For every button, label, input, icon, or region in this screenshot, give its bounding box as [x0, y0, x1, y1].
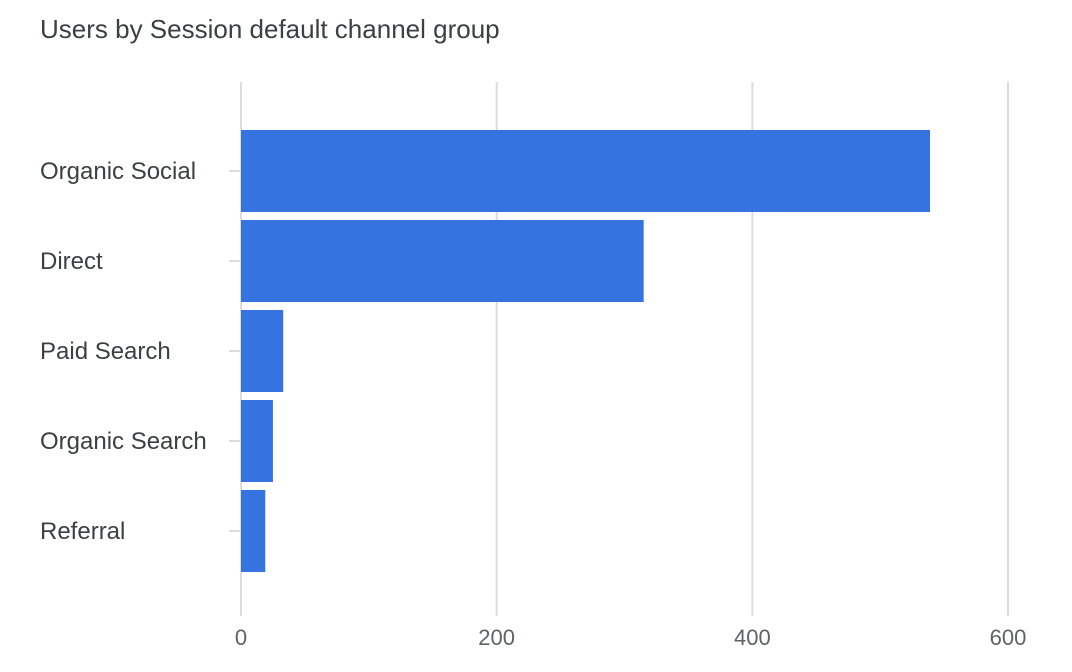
x-tick-label: 0 — [235, 625, 247, 650]
bar-organic-social[interactable] — [241, 130, 931, 212]
bar-paid-search[interactable] — [241, 310, 284, 392]
category-label: Referral — [40, 518, 125, 545]
bar-direct[interactable] — [241, 220, 644, 302]
category-label: Organic Search — [40, 428, 207, 455]
category-tick-marks — [229, 170, 241, 532]
x-tick-label: 200 — [478, 625, 515, 650]
bar-referral[interactable] — [241, 490, 266, 572]
category-label: Paid Search — [40, 338, 171, 365]
chart-title: Users by Session default channel group — [40, 14, 500, 44]
category-labels: Organic Social Direct Paid Search Organic S… — [40, 158, 207, 545]
category-label: Organic Social — [40, 158, 196, 185]
bars — [241, 130, 931, 572]
x-tick-label: 600 — [990, 625, 1027, 650]
category-label: Direct — [40, 248, 103, 275]
x-tick-label: 400 — [734, 625, 771, 650]
bar-organic-search[interactable] — [241, 400, 273, 482]
x-axis-tick-labels: 0 200 400 600 — [235, 625, 1026, 650]
